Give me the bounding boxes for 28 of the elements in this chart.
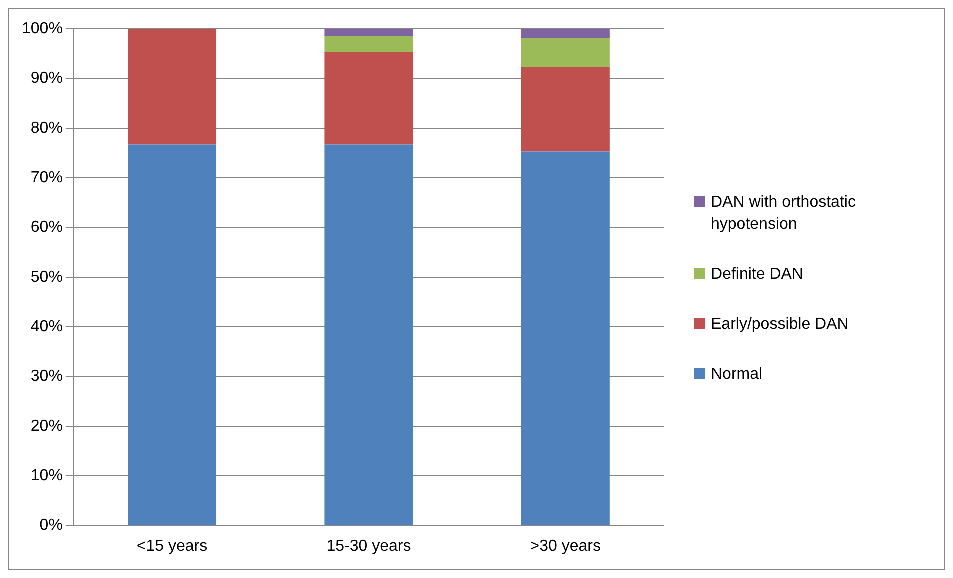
y-tick-label: 40% xyxy=(30,318,63,336)
y-tick-label: 90% xyxy=(30,70,63,88)
x-tick-label: >30 years xyxy=(530,538,602,555)
y-tick-label: 70% xyxy=(30,169,63,186)
y-tick-label: 0% xyxy=(40,517,63,534)
x-tick-label: <15 years xyxy=(136,538,208,555)
x-tick-label: 15-30 years xyxy=(326,538,412,555)
legend-label: Normal xyxy=(711,365,763,385)
y-tick-label: 100% xyxy=(22,20,63,38)
bar xyxy=(521,67,610,152)
y-tick-label: 50% xyxy=(30,268,63,286)
bar xyxy=(324,29,414,36)
bar xyxy=(521,29,610,38)
bar xyxy=(324,52,414,145)
legend-label: Definite DAN xyxy=(711,265,804,285)
bar xyxy=(128,144,217,526)
y-tick-label: 20% xyxy=(30,418,63,435)
legend-label: DAN with orthostatic hypotension xyxy=(711,193,857,235)
bar xyxy=(324,144,414,526)
bar xyxy=(128,29,217,145)
y-tick-label: 60% xyxy=(30,219,63,236)
bar xyxy=(521,152,610,526)
bar xyxy=(324,36,414,52)
legend-label: Early/possible DAN xyxy=(711,315,849,335)
y-tick-label: 80% xyxy=(30,120,63,137)
y-tick-label: 10% xyxy=(30,468,63,485)
y-tick-label: 30% xyxy=(30,368,63,386)
bar xyxy=(521,38,610,68)
